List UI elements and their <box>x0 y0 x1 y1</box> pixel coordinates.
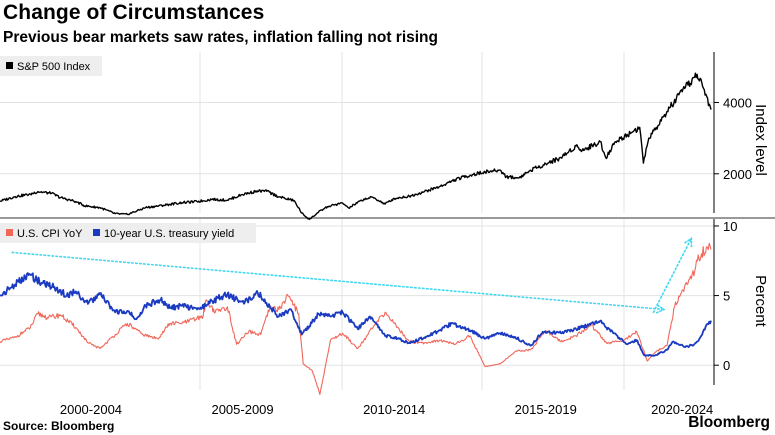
bottom-ytick-label-2: 10 <box>723 219 737 234</box>
legend-label-cpi: U.S. CPI YoY <box>17 228 83 240</box>
legend-swatch-treasury <box>93 229 100 236</box>
x-tick-label-0: 2000-2004 <box>60 402 122 417</box>
top-ytick-label-0: 2000 <box>723 167 752 182</box>
top-panel-series <box>0 72 712 221</box>
legend-label-sp500: S&P 500 Index <box>17 61 91 73</box>
bottom-y-axis-title: Percent <box>752 275 769 328</box>
series-line-cpi <box>0 242 712 395</box>
trend-arrows <box>11 237 693 314</box>
trend-arrow-head-0 <box>655 304 666 314</box>
trend-arrow-head-1 <box>683 237 693 248</box>
x-tick-label-2: 2010-2014 <box>363 402 425 417</box>
bottom-panel-y-axis: 0 5 10 <box>713 219 737 385</box>
top-panel-gridlines <box>0 52 714 213</box>
trend-arrow-line-0 <box>11 251 665 311</box>
top-panel-y-axis: 2000 4000 <box>713 52 752 213</box>
bottom-legend-bg <box>0 223 256 243</box>
top-y-axis-title: Index level <box>752 104 769 176</box>
bottom-ytick-label-0: 0 <box>723 358 730 373</box>
x-tick-label-4: 2020-2024 <box>651 402 713 417</box>
legend-swatch-cpi <box>6 229 13 236</box>
legend-swatch-sp500 <box>6 62 13 69</box>
source-note: Source: Bloomberg <box>3 419 115 433</box>
chart-title: Change of Circumstances <box>3 1 265 24</box>
x-axis-labels: 2000-2004 2005-2009 2010-2014 2015-2019 2020… <box>60 402 713 417</box>
legend-label-treasury: 10-year U.S. treasury yield <box>104 228 234 240</box>
series-line-sp500 <box>0 72 712 221</box>
trend-arrow-line-1 <box>652 237 693 314</box>
chart-subtitle: Previous bear markets saw rates, inflati… <box>3 29 438 46</box>
bottom-ytick-label-1: 5 <box>723 289 730 304</box>
top-ytick-label-1: 4000 <box>723 95 752 110</box>
top-legend: S&P 500 Index <box>0 56 102 76</box>
x-tick-label-1: 2005-2009 <box>211 402 273 417</box>
bottom-legend: U.S. CPI YoY 10-year U.S. treasury yield <box>0 223 256 243</box>
x-tick-label-3: 2015-2019 <box>515 402 577 417</box>
bloomberg-logo: Bloomberg <box>688 414 770 431</box>
series-line-treasury <box>0 272 712 357</box>
top-legend-bg <box>0 56 102 76</box>
bottom-panel-series <box>0 242 712 395</box>
